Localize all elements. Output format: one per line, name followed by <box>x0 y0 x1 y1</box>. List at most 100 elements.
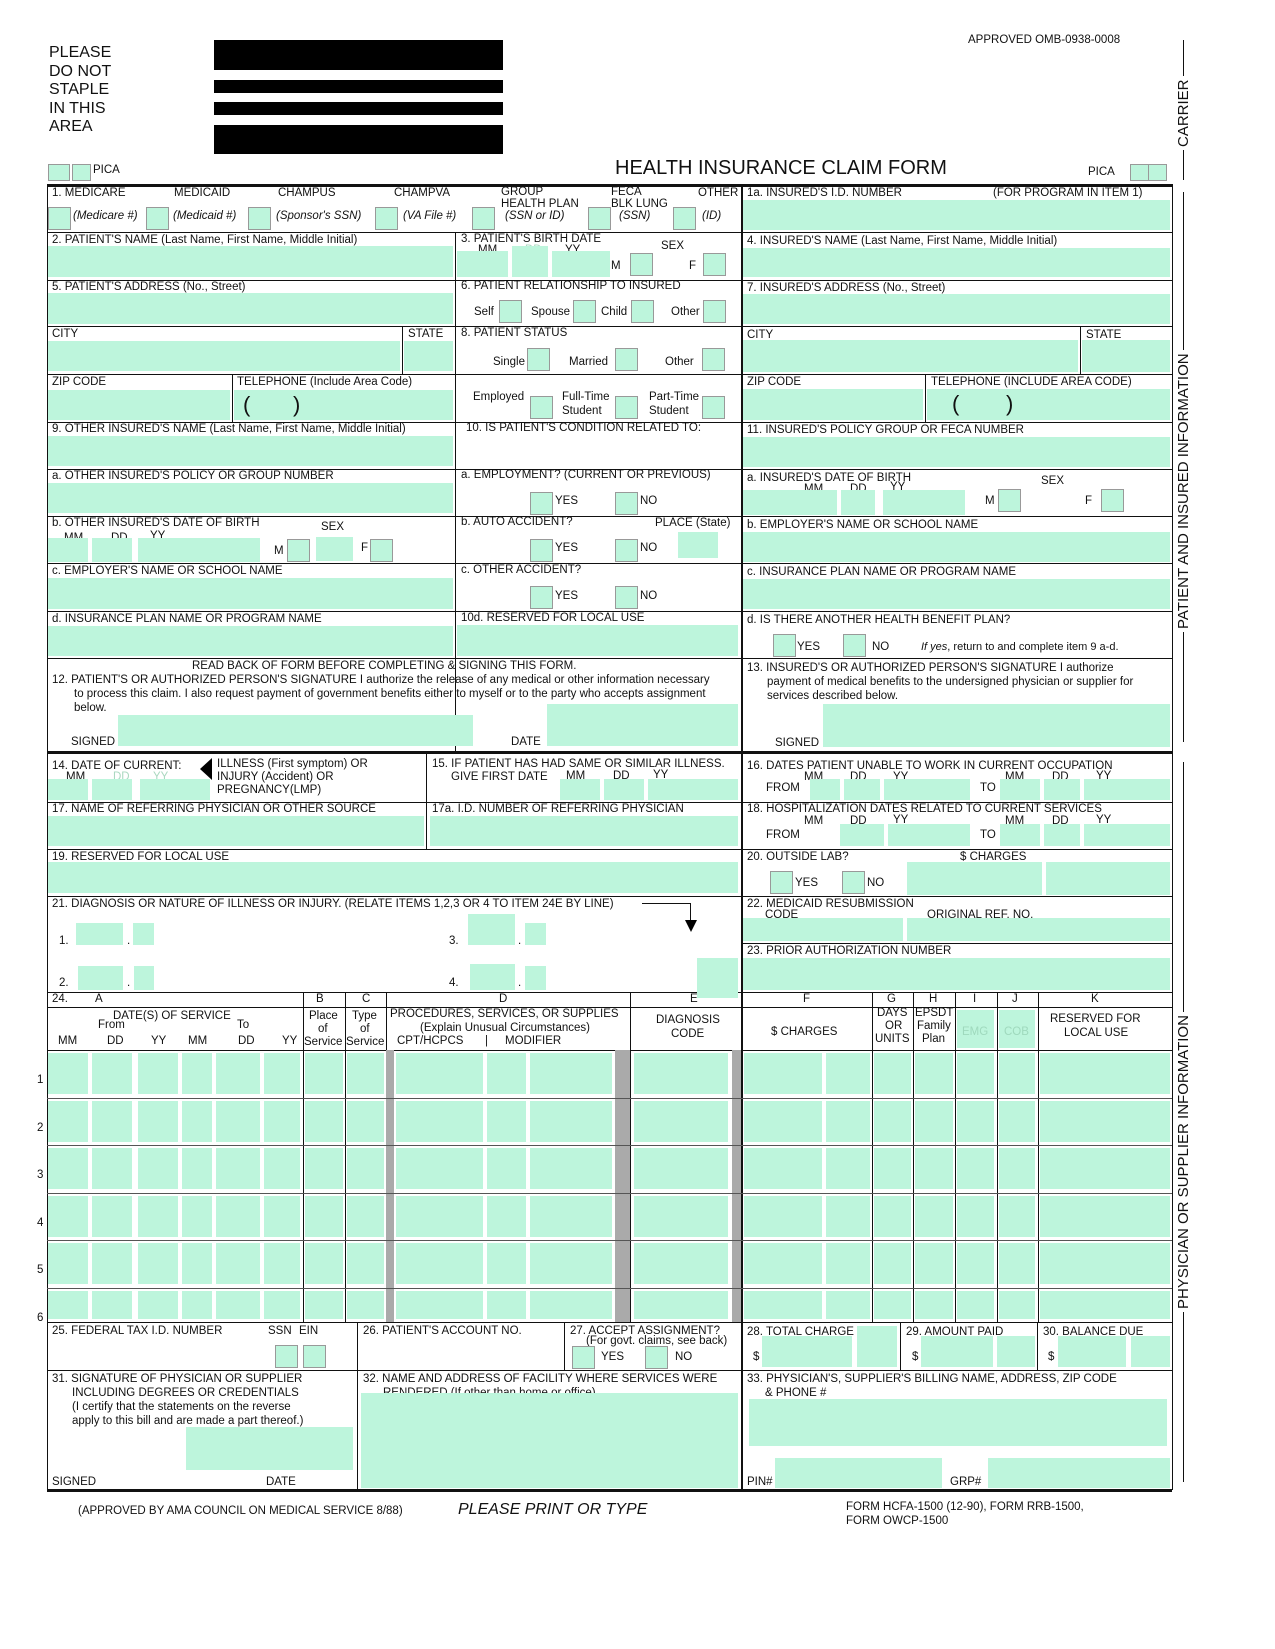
line-5-modifier-2-field[interactable] <box>530 1243 612 1284</box>
line-5-charges-cents-field[interactable] <box>826 1243 870 1284</box>
insured-state-field[interactable] <box>1082 340 1170 372</box>
ssn-checkbox[interactable] <box>275 1345 298 1368</box>
line-4-epsdt-field[interactable] <box>915 1195 953 1237</box>
physician-signature-field[interactable] <box>186 1427 353 1470</box>
line-2-charges-cents-field[interactable] <box>826 1100 870 1142</box>
employment-yes-checkbox[interactable] <box>530 492 553 515</box>
patient-signature-field[interactable] <box>118 715 473 746</box>
line-3-diagnosis-code-field[interactable] <box>634 1148 728 1189</box>
line-4-emg-field[interactable] <box>957 1195 994 1237</box>
line-6-modifier-2-field[interactable] <box>530 1290 612 1319</box>
hosp-to-yy-field[interactable] <box>1084 824 1170 846</box>
feca-checkbox[interactable] <box>588 207 611 230</box>
total-charge-cents-field[interactable] <box>857 1326 897 1367</box>
line-1-from-mm-field[interactable] <box>48 1053 88 1094</box>
outside-lab-no-checkbox[interactable] <box>842 871 865 894</box>
reserved-local-field[interactable] <box>457 625 738 656</box>
pica-checkbox-left-2[interactable] <box>72 164 91 181</box>
line-3-to-dd-field[interactable] <box>216 1148 260 1189</box>
unable-from-dd-field[interactable] <box>844 779 880 800</box>
medicaid-checkbox[interactable] <box>146 207 169 230</box>
line-6-type-of-service-field[interactable] <box>347 1290 384 1319</box>
birth-dd-field[interactable] <box>512 246 548 277</box>
unable-from-field[interactable] <box>810 779 840 800</box>
insured-employer-field[interactable] <box>743 532 1170 562</box>
patient-female-checkbox[interactable] <box>703 253 726 276</box>
similar-mm-field[interactable] <box>560 779 600 800</box>
line-6-reserved-local-field[interactable] <box>1040 1290 1170 1319</box>
line-5-cob-field[interactable] <box>999 1243 1035 1284</box>
line-5-to-mm-field[interactable] <box>182 1243 212 1284</box>
other-dob-mm-field[interactable] <box>48 538 88 562</box>
line-5-place-of-service-field[interactable] <box>305 1243 343 1284</box>
pica-checkbox-right[interactable] <box>1130 164 1149 181</box>
another-plan-yes-checkbox[interactable] <box>773 634 796 657</box>
line-6-epsdt-field[interactable] <box>915 1290 953 1319</box>
line-5-type-of-service-field[interactable] <box>347 1243 384 1284</box>
birth-mm-field[interactable] <box>457 251 508 277</box>
policy-group-field[interactable] <box>743 437 1170 467</box>
insured-dob-mm-field[interactable] <box>743 490 837 515</box>
line-4-modifier-field[interactable] <box>487 1195 526 1237</box>
line-6-days-units-field[interactable] <box>874 1290 911 1319</box>
unable-to-field[interactable] <box>1000 779 1040 800</box>
patient-name-field[interactable] <box>48 246 453 277</box>
hosp-from-yy-field[interactable] <box>888 824 970 846</box>
hosp-to-dd-field[interactable] <box>1044 824 1080 846</box>
diagnosis-3-ext-field[interactable] <box>525 923 546 945</box>
patient-signature-date-field[interactable] <box>547 704 738 746</box>
pin-field[interactable] <box>775 1458 942 1488</box>
diagnosis-3-field[interactable] <box>468 914 515 945</box>
patient-zip-field[interactable] <box>48 390 230 420</box>
diagnosis-e-field[interactable] <box>697 958 738 998</box>
unable-to-yy-field[interactable] <box>1084 779 1170 800</box>
line-3-cob-field[interactable] <box>999 1148 1035 1189</box>
patient-state-field[interactable] <box>404 341 453 371</box>
fulltime-student-checkbox[interactable] <box>615 396 638 419</box>
total-charge-field[interactable] <box>762 1336 852 1367</box>
child-checkbox[interactable] <box>631 300 654 323</box>
line-1-epsdt-field[interactable] <box>915 1053 953 1094</box>
line-1-modifier-2-field[interactable] <box>530 1053 612 1094</box>
outside-lab-yes-checkbox[interactable] <box>770 871 793 894</box>
line-3-from-yy-field[interactable] <box>138 1148 178 1189</box>
other-dob-yy-field[interactable] <box>138 538 260 562</box>
other-female-checkbox[interactable] <box>370 539 393 562</box>
line-1-days-units-field[interactable] <box>874 1053 911 1094</box>
accept-no-checkbox[interactable] <box>645 1346 668 1369</box>
outside-lab-cents-field[interactable] <box>1046 862 1170 895</box>
line-3-from-mm-field[interactable] <box>48 1148 88 1189</box>
line-1-charges-cents-field[interactable] <box>826 1053 870 1094</box>
hosp-from-field[interactable] <box>840 824 884 846</box>
line-4-charges-field[interactable] <box>744 1195 822 1237</box>
other-accident-no-checkbox[interactable] <box>615 586 638 609</box>
champus-checkbox[interactable] <box>248 207 271 230</box>
insured-female-checkbox[interactable] <box>1101 489 1124 512</box>
resubmission-code-field[interactable] <box>743 918 903 941</box>
insured-dob-dd-field[interactable] <box>841 490 875 515</box>
line-3-reserved-local-field[interactable] <box>1040 1148 1170 1189</box>
insured-id-field[interactable] <box>743 200 1170 230</box>
other-dob-dd-field[interactable] <box>92 538 132 562</box>
line-6-place-of-service-field[interactable] <box>305 1290 343 1319</box>
patient-city-field[interactable] <box>48 341 400 371</box>
insured-zip-field[interactable] <box>743 389 923 420</box>
line-3-modifier-field[interactable] <box>487 1148 526 1189</box>
line-2-modifier-2-field[interactable] <box>530 1100 612 1142</box>
line-3-place-of-service-field[interactable] <box>305 1148 343 1189</box>
line-3-days-units-field[interactable] <box>874 1148 911 1189</box>
line-3-to-yy-field[interactable] <box>264 1148 300 1189</box>
line-5-from-mm-field[interactable] <box>48 1243 88 1284</box>
line-4-days-units-field[interactable] <box>874 1195 911 1237</box>
line-6-emg-field[interactable] <box>957 1290 994 1319</box>
line-5-epsdt-field[interactable] <box>915 1243 953 1284</box>
line-4-to-mm-field[interactable] <box>182 1195 212 1237</box>
line-1-from-yy-field[interactable] <box>138 1053 178 1094</box>
line-1-from-dd-field[interactable] <box>92 1053 132 1094</box>
line-1-to-yy-field[interactable] <box>264 1053 300 1094</box>
other-accident-yes-checkbox[interactable] <box>530 586 553 609</box>
diagnosis-2-field[interactable] <box>78 966 123 990</box>
line-3-charges-cents-field[interactable] <box>826 1148 870 1189</box>
insured-phone-field[interactable] <box>927 389 1170 420</box>
insured-plan-field[interactable] <box>743 579 1170 609</box>
